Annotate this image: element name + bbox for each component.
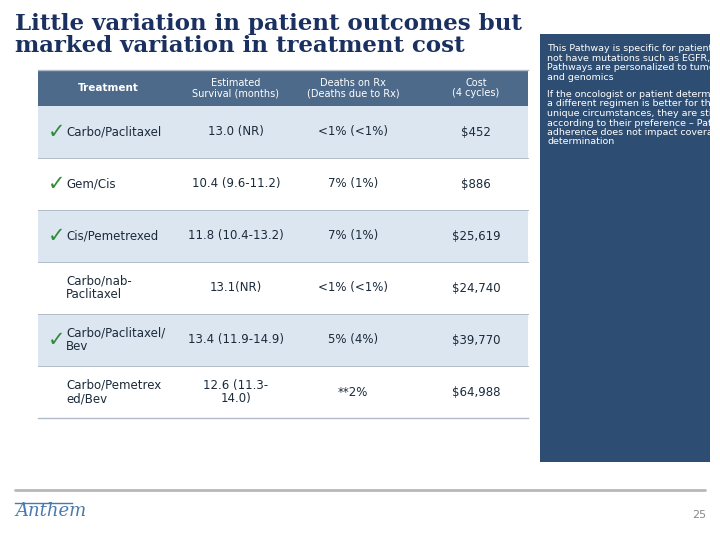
- Text: Carbo/Paclitaxel/: Carbo/Paclitaxel/: [66, 327, 166, 340]
- Text: according to their preference – Pathway: according to their preference – Pathway: [547, 118, 720, 127]
- Text: Estimated: Estimated: [211, 78, 261, 88]
- Text: Carbo/nab-: Carbo/nab-: [66, 275, 132, 288]
- Text: If the oncologist or patient determines that: If the oncologist or patient determines …: [547, 90, 720, 99]
- Text: 5% (4%): 5% (4%): [328, 334, 378, 347]
- Text: Cis/Pemetrexed: Cis/Pemetrexed: [66, 230, 158, 242]
- Text: Carbo/Paclitaxel: Carbo/Paclitaxel: [66, 125, 161, 138]
- Text: $25,619: $25,619: [451, 230, 500, 242]
- Bar: [38, 314, 528, 366]
- Text: Deaths on Rx: Deaths on Rx: [320, 78, 386, 88]
- Text: Survival (months): Survival (months): [192, 88, 279, 98]
- Text: 10.4 (9.6-11.2): 10.4 (9.6-11.2): [192, 178, 280, 191]
- Bar: [38, 366, 528, 418]
- Text: $452: $452: [461, 125, 491, 138]
- Text: unique circumstances, they are still treated: unique circumstances, they are still tre…: [547, 109, 720, 118]
- Text: ✓: ✓: [48, 174, 66, 194]
- Text: Treatment: Treatment: [78, 83, 138, 93]
- Text: adherence does not impact coverage: adherence does not impact coverage: [547, 128, 720, 137]
- Text: $64,988: $64,988: [451, 386, 500, 399]
- Text: Carbo/Pemetrex: Carbo/Pemetrex: [66, 379, 161, 392]
- Text: (Deaths due to Rx): (Deaths due to Rx): [307, 88, 400, 98]
- Bar: [38, 210, 528, 262]
- Bar: [38, 158, 528, 210]
- Bar: [38, 262, 528, 314]
- Text: Anthem: Anthem: [15, 502, 86, 520]
- Text: and genomics: and genomics: [547, 72, 613, 82]
- Text: Gem/Cis: Gem/Cis: [66, 178, 116, 191]
- Text: 7% (1%): 7% (1%): [328, 230, 378, 242]
- Text: determination: determination: [547, 138, 614, 146]
- Text: ✓: ✓: [48, 226, 66, 246]
- Text: ✓: ✓: [48, 122, 66, 142]
- Text: (4 cycles): (4 cycles): [452, 88, 500, 98]
- Bar: [38, 106, 528, 158]
- Text: <1% (<1%): <1% (<1%): [318, 125, 388, 138]
- Text: not have mutations such as EGFR, ALK –: not have mutations such as EGFR, ALK –: [547, 53, 720, 63]
- Bar: [540, 34, 710, 462]
- Bar: [38, 70, 528, 106]
- Text: ed/Bev: ed/Bev: [66, 392, 107, 405]
- Text: 7% (1%): 7% (1%): [328, 178, 378, 191]
- Text: $886: $886: [461, 178, 491, 191]
- Text: 14.0): 14.0): [220, 392, 251, 405]
- Text: marked variation in treatment cost: marked variation in treatment cost: [15, 35, 464, 57]
- Text: Cost: Cost: [465, 78, 487, 88]
- Text: $39,770: $39,770: [451, 334, 500, 347]
- Text: Pathways are personalized to tumor biology: Pathways are personalized to tumor biolo…: [547, 63, 720, 72]
- Text: ✓: ✓: [48, 330, 66, 350]
- Text: Paclitaxel: Paclitaxel: [66, 288, 122, 301]
- Text: **2%: **2%: [338, 386, 368, 399]
- Text: $24,740: $24,740: [451, 281, 500, 294]
- Text: 13.0 (NR): 13.0 (NR): [208, 125, 264, 138]
- Text: 11.8 (10.4-13.2): 11.8 (10.4-13.2): [188, 230, 284, 242]
- Text: a different regimen is better for their: a different regimen is better for their: [547, 99, 720, 109]
- Text: This Pathway is specific for patients who do: This Pathway is specific for patients wh…: [547, 44, 720, 53]
- Text: 25: 25: [692, 510, 706, 520]
- Text: 13.4 (11.9-14.9): 13.4 (11.9-14.9): [188, 334, 284, 347]
- Text: <1% (<1%): <1% (<1%): [318, 281, 388, 294]
- Text: 12.6 (11.3-: 12.6 (11.3-: [204, 379, 269, 392]
- Text: 13.1(NR): 13.1(NR): [210, 281, 262, 294]
- Text: Little variation in patient outcomes but: Little variation in patient outcomes but: [15, 13, 522, 35]
- Text: Bev: Bev: [66, 340, 89, 353]
